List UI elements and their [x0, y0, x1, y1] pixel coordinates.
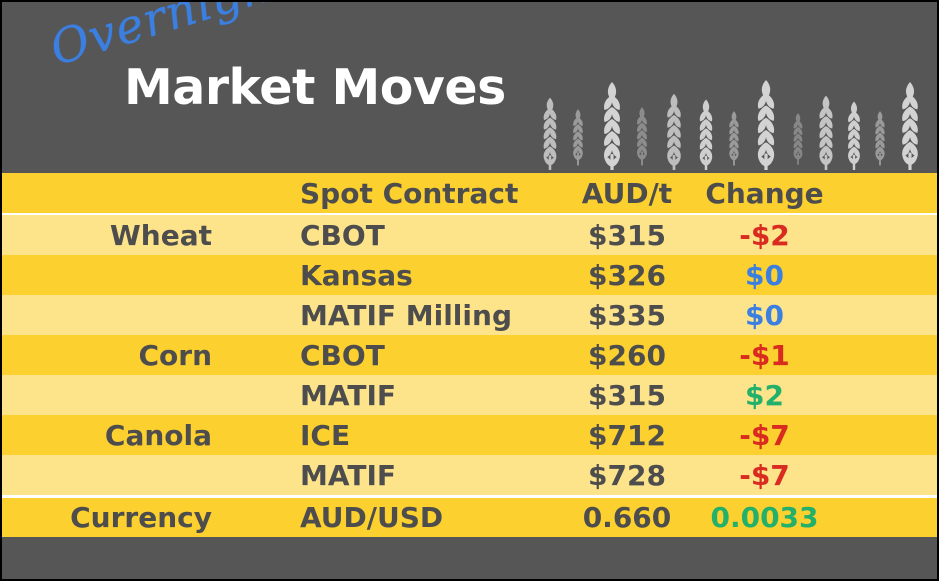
table-row: Kansas $326 $0 — [2, 255, 937, 295]
cell-price: $326 — [588, 258, 666, 292]
cell-change: -$1 — [739, 338, 790, 372]
cell-change: -$7 — [739, 458, 790, 492]
cell-price: $315 — [588, 378, 666, 412]
cell-price: $315 — [588, 218, 666, 252]
cell-commodity — [2, 295, 212, 335]
cell-commodity: Corn — [138, 338, 212, 372]
table-row: Canola ICE $712 -$7 — [2, 415, 937, 455]
cell-commodity: Currency — [70, 501, 212, 534]
cell-commodity — [2, 455, 212, 495]
table-row: Corn CBOT $260 -$1 — [2, 335, 937, 375]
wheat-stalks-icon — [530, 70, 937, 176]
cell-change: $0 — [745, 258, 784, 292]
column-header-commodity — [2, 173, 212, 213]
cell-price: $712 — [588, 418, 666, 452]
cell-change: -$7 — [739, 418, 790, 452]
column-header-contract: Spot Contract — [300, 176, 519, 210]
cell-contract: CBOT — [300, 338, 385, 372]
cell-contract: ICE — [300, 418, 351, 452]
page-title: Market Moves — [124, 59, 506, 116]
cell-price: $728 — [588, 458, 666, 492]
title-block: Overnight Market Moves — [2, 2, 522, 172]
cell-commodity — [2, 255, 212, 295]
cell-contract: CBOT — [300, 218, 385, 252]
cell-contract: MATIF — [300, 458, 397, 492]
cell-change: $0 — [745, 298, 784, 332]
cell-contract: MATIF — [300, 378, 397, 412]
cell-contract: Kansas — [300, 258, 413, 292]
cell-price: 0.660 — [582, 501, 672, 534]
column-header-price: AUD/t — [581, 176, 673, 210]
cell-contract: MATIF Milling — [300, 298, 512, 332]
header-banner: Overnight Market Moves — [2, 2, 937, 176]
cell-contract: AUD/USD — [300, 501, 444, 534]
table-row: MATIF Milling $335 $0 — [2, 295, 937, 335]
cell-change: -$2 — [739, 218, 790, 252]
market-table: Spot Contract AUD/t Change Wheat CBOT $3… — [2, 173, 937, 537]
footer-bar — [2, 542, 937, 579]
table-row-currency: Currency AUD/USD 0.660 0.0033 — [2, 495, 937, 537]
table-row: Wheat CBOT $315 -$2 — [2, 215, 937, 255]
column-header-change: Change — [705, 176, 824, 210]
cell-price: $335 — [588, 298, 666, 332]
cell-price: $260 — [588, 338, 666, 372]
cell-change: $2 — [745, 378, 784, 412]
cell-change: 0.0033 — [710, 501, 819, 534]
cell-commodity — [2, 375, 212, 415]
table-header-row: Spot Contract AUD/t Change — [2, 173, 937, 215]
cell-commodity: Wheat — [109, 218, 212, 252]
table-row: MATIF $315 $2 — [2, 375, 937, 415]
cell-commodity: Canola — [104, 418, 212, 452]
table-row: MATIF $728 -$7 — [2, 455, 937, 495]
